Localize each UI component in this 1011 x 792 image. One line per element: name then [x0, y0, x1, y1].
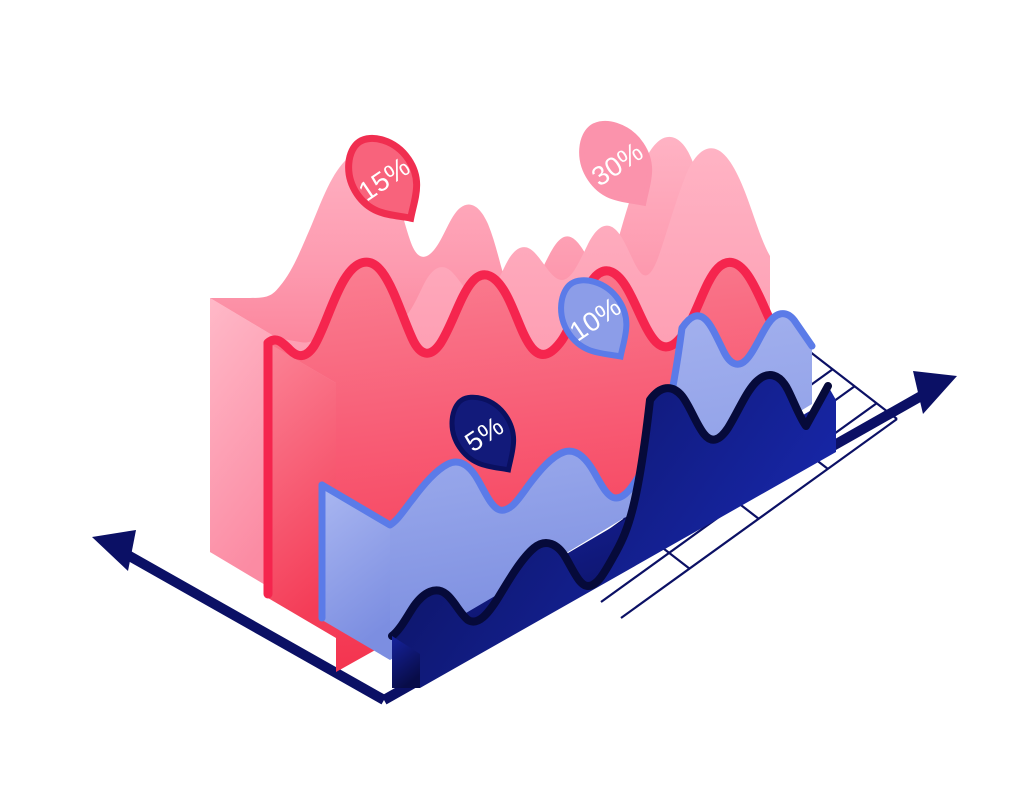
- annotation-10-bubble: [558, 277, 630, 360]
- navy-layer: [388, 371, 836, 688]
- navy-body: [392, 375, 836, 688]
- axis-left: [92, 530, 387, 705]
- navy-top-stroke: [388, 371, 832, 640]
- periwinkle-side-wall: [322, 485, 390, 660]
- annotation-30[interactable]: 30%: [567, 110, 670, 221]
- annotation-10[interactable]: 10%: [547, 267, 646, 374]
- pink-side-wall: [210, 298, 277, 592]
- annotation-30-bubble: [579, 120, 653, 207]
- annotation-5[interactable]: 5%: [438, 385, 531, 486]
- axis-left-arrow: [92, 530, 136, 571]
- annotation-15-bubble: [345, 134, 421, 223]
- axis-right-arrow: [913, 371, 957, 414]
- annotation-5-bubble: [449, 394, 517, 473]
- annotation-15[interactable]: 15%: [334, 125, 437, 236]
- navy-side-wall: [392, 636, 420, 688]
- periwinkle-top-stroke: [318, 310, 816, 529]
